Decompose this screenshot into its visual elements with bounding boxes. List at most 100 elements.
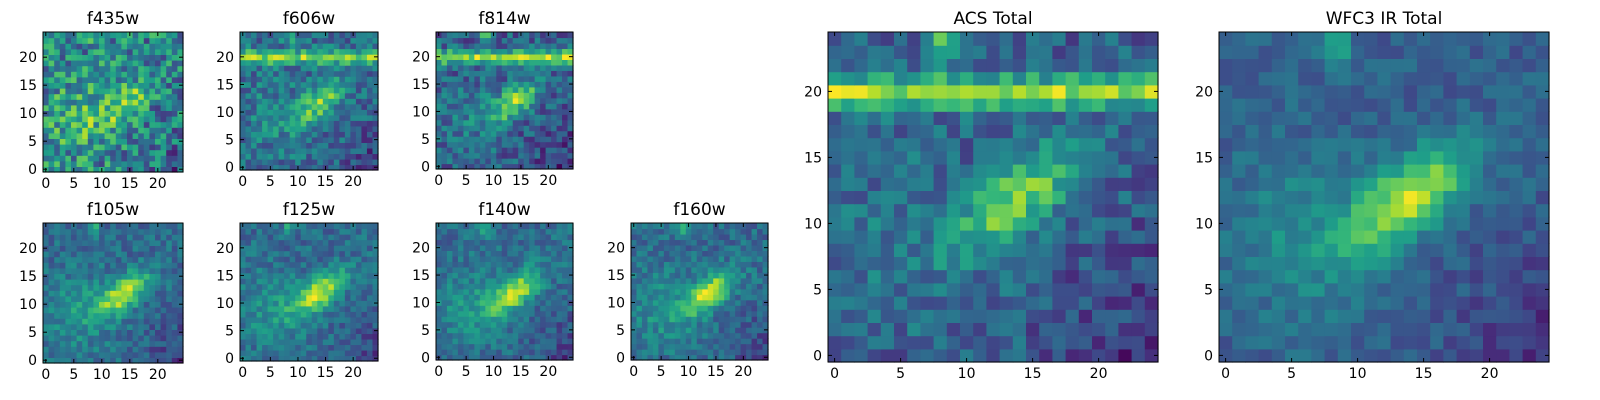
- y-tick-label: 10: [607, 295, 625, 311]
- heatmap-cell: [361, 92, 368, 99]
- heatmap-cell: [740, 277, 747, 284]
- heatmap-cell: [317, 109, 324, 116]
- heatmap-cell: [663, 228, 670, 235]
- heatmap-cell: [1026, 150, 1040, 165]
- heatmap-cell: [713, 233, 720, 241]
- heatmap-cell: [452, 283, 459, 290]
- heatmap-cell: [289, 349, 296, 357]
- heatmap-cell: [718, 266, 725, 273]
- heatmap-cell: [1105, 296, 1119, 310]
- heatmap-cell: [166, 273, 173, 280]
- heatmap-cell: [82, 273, 89, 280]
- heatmap-cell: [512, 250, 519, 257]
- heatmap-cell: [691, 255, 698, 262]
- heatmap-cell: [311, 32, 318, 39]
- heatmap-cell: [485, 321, 492, 328]
- heatmap-cell: [474, 147, 481, 154]
- heatmap-cell: [350, 98, 357, 105]
- heatmap-cell: [143, 76, 150, 83]
- heatmap-cell: [501, 48, 508, 55]
- heatmap-cell: [757, 294, 764, 301]
- heatmap-cell: [680, 288, 687, 295]
- y-tick-label: 5: [421, 323, 430, 339]
- heatmap-cell: [446, 321, 454, 328]
- heatmap-cell: [160, 245, 167, 252]
- heatmap-cell: [311, 338, 318, 346]
- heatmap-cell: [1026, 203, 1040, 218]
- heatmap-cell: [523, 119, 530, 126]
- heatmap-cell: [339, 261, 346, 268]
- heatmap-cell: [1118, 256, 1133, 271]
- heatmap-cell: [143, 121, 150, 128]
- heatmap-cell: [59, 323, 66, 330]
- heatmap-cell: [1131, 216, 1146, 231]
- heatmap-cell: [880, 335, 895, 350]
- heatmap-cell: [71, 138, 78, 145]
- heatmap-cell: [540, 277, 547, 284]
- heatmap-cell: [757, 261, 764, 268]
- heatmap-cell: [127, 138, 134, 145]
- heatmap-cell: [556, 233, 563, 241]
- heatmap-cell: [468, 228, 475, 235]
- heatmap-cell: [436, 97, 443, 104]
- heatmap-cell: [729, 332, 736, 339]
- heatmap-cell: [562, 108, 569, 115]
- heatmap-cell: [529, 136, 536, 143]
- heatmap-cell: [551, 223, 558, 230]
- heatmap-cell: [361, 142, 368, 149]
- heatmap-cell: [317, 261, 324, 268]
- heatmap-cell: [110, 71, 117, 78]
- heatmap-cell: [160, 99, 167, 106]
- heatmap-cell: [485, 255, 492, 262]
- heatmap-cell: [441, 59, 448, 66]
- heatmap-cell: [545, 158, 552, 165]
- heatmap-cell: [436, 283, 443, 290]
- heatmap-cell: [512, 163, 519, 170]
- heatmap-cell: [920, 309, 935, 323]
- heatmap-cell: [171, 160, 178, 167]
- heatmap-cell: [311, 245, 318, 252]
- heatmap-cell: [48, 60, 55, 67]
- heatmap-cell: [177, 262, 184, 269]
- heatmap-cell: [273, 59, 280, 66]
- heatmap-cell: [512, 255, 519, 262]
- heatmap-cell: [685, 327, 692, 334]
- heatmap-cell: [474, 327, 481, 334]
- heatmap-cell: [43, 340, 50, 347]
- heatmap-cell: [907, 190, 921, 205]
- heatmap-cell: [463, 294, 470, 301]
- heatmap-cell: [82, 295, 89, 302]
- heatmap-cell: [143, 335, 150, 342]
- heatmap-cell: [317, 256, 324, 263]
- heatmap-cell: [436, 37, 443, 44]
- heatmap-cell: [696, 239, 703, 246]
- heatmap-cell: [110, 234, 117, 241]
- heatmap-cell: [59, 234, 66, 241]
- heatmap-cell: [713, 310, 720, 317]
- heatmap-cell: [647, 305, 654, 312]
- heatmap-cell: [507, 37, 514, 44]
- heatmap-cell: [960, 216, 974, 231]
- heatmap-cell: [322, 92, 329, 99]
- heatmap-cell: [534, 42, 541, 50]
- heatmap-cell: [350, 322, 357, 329]
- heatmap-cell: [973, 230, 987, 244]
- heatmap-cell: [245, 311, 252, 318]
- heatmap-cell: [333, 59, 340, 66]
- heatmap-cell: [529, 125, 536, 132]
- heatmap-cell: [306, 239, 313, 246]
- heatmap-cell: [490, 261, 497, 268]
- heatmap-cell: [685, 310, 692, 317]
- heatmap-cell: [245, 87, 252, 94]
- heatmap-cell: [631, 316, 638, 323]
- heatmap-cell: [54, 60, 61, 67]
- heatmap-cell: [256, 294, 263, 301]
- heatmap-cell: [43, 262, 50, 269]
- heatmap-cell: [240, 234, 247, 241]
- heatmap-cell: [339, 136, 346, 143]
- heatmap-cell: [59, 88, 66, 95]
- heatmap-cell: [155, 273, 162, 280]
- heatmap-cell: [339, 256, 346, 263]
- heatmap-cell: [328, 109, 335, 116]
- heatmap-cell: [267, 283, 274, 290]
